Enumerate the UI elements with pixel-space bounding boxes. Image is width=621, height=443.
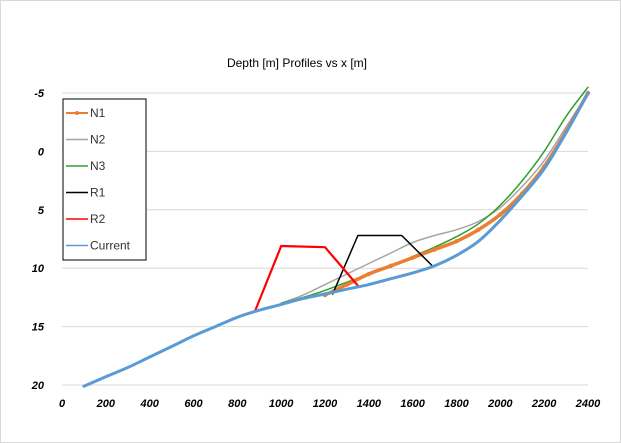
y-axis-ticks: -5 0 5 10 15 20 xyxy=(31,88,45,392)
chart-title: Depth [m] Profiles vs x [m] xyxy=(227,56,367,70)
x-tick-label: 2200 xyxy=(531,398,557,410)
legend-label-r2: R2 xyxy=(90,212,106,226)
series-point-n1 xyxy=(344,282,350,287)
y-tick-label: 20 xyxy=(31,380,45,392)
x-tick-label: 0 xyxy=(59,398,66,410)
x-tick-label: 1200 xyxy=(313,398,338,410)
series-point-n1 xyxy=(454,239,459,244)
x-axis-ticks: 0 200 400 600 800 1000 1200 1400 1600 1800 2000 220… xyxy=(59,398,601,410)
x-tick-label: 1000 xyxy=(269,398,294,410)
legend: N1 N2 N3 R1 R2 Current xyxy=(62,98,147,261)
series-line-r2 xyxy=(253,244,359,313)
legend-label-r1: R1 xyxy=(90,186,106,200)
y-tick-label: 10 xyxy=(32,263,45,275)
x-tick-label: 1600 xyxy=(400,398,425,410)
x-tick-label: 800 xyxy=(228,398,247,410)
y-tick-label: -5 xyxy=(34,88,45,100)
series-point-n1 xyxy=(366,271,372,277)
series-point-n1 xyxy=(388,263,393,269)
series-point-n1 xyxy=(476,227,481,232)
y-tick-label: 5 xyxy=(38,205,45,217)
x-tick-label: 400 xyxy=(139,398,159,410)
legend-label-n3: N3 xyxy=(90,159,106,173)
y-tick-label: 15 xyxy=(32,322,45,334)
x-tick-label: 1400 xyxy=(357,398,382,410)
legend-label-n1: N1 xyxy=(90,106,106,120)
legend-marker-n1 xyxy=(75,111,79,115)
x-tick-label: 600 xyxy=(184,398,203,410)
gridlines xyxy=(62,92,588,386)
series-line-r1 xyxy=(331,234,434,295)
series-point-n1 xyxy=(410,255,415,260)
x-tick-label: 200 xyxy=(96,398,116,410)
series-layer xyxy=(82,86,591,388)
legend-box xyxy=(62,98,147,261)
series-line-n3 xyxy=(280,86,589,304)
legend-label-n2: N2 xyxy=(90,133,106,147)
series-point-n1 xyxy=(498,212,503,217)
series-line-n2 xyxy=(280,92,589,304)
y-tick-label: 0 xyxy=(38,146,45,158)
x-tick-label: 1800 xyxy=(444,398,469,410)
series-point-n1 xyxy=(432,247,437,252)
x-tick-label: 2000 xyxy=(487,398,513,410)
x-tick-label: 2400 xyxy=(575,398,601,410)
series-line-current xyxy=(82,91,590,388)
legend-label-current: Current xyxy=(90,239,131,253)
